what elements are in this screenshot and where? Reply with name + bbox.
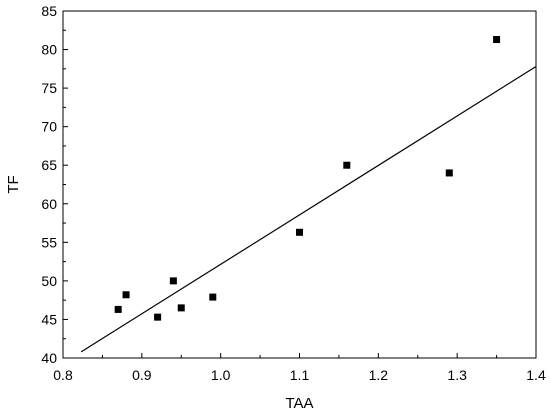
x-tick-label: 1.3 (447, 367, 467, 383)
data-points (114, 36, 501, 321)
y-tick-label: 85 (41, 3, 57, 19)
data-point (169, 277, 177, 285)
x-axis-title: TAA (285, 395, 313, 412)
y-tick-label: 75 (41, 80, 57, 96)
data-point (209, 293, 217, 301)
data-point (154, 313, 162, 321)
data-point (343, 161, 351, 169)
fit-line-group (80, 66, 537, 353)
y-tick-label: 60 (41, 196, 57, 212)
data-point (445, 169, 453, 177)
data-point (493, 36, 501, 44)
x-tick-label: 1.1 (290, 367, 310, 383)
y-tick-label: 45 (41, 311, 57, 327)
x-axis-ticks: 0.8 0.9 1.0 1.1 1.2 1.3 1.4 (53, 353, 546, 383)
y-axis-ticks: 40 45 50 55 60 65 70 75 80 85 (41, 3, 68, 366)
data-point (114, 305, 122, 313)
y-tick-label: 65 (41, 157, 57, 173)
y-tick-label: 40 (41, 350, 57, 366)
plot-frame (62, 10, 537, 359)
x-tick-label: 1.4 (526, 367, 546, 383)
x-tick-label: 1.0 (211, 367, 231, 383)
x-tick-label: 0.8 (53, 367, 73, 383)
y-tick-label: 50 (41, 273, 57, 289)
regression-line (80, 66, 537, 353)
y-tick-label: 55 (41, 234, 57, 250)
y-tick-label: 80 (41, 42, 57, 58)
x-tick-label: 1.2 (369, 367, 389, 383)
data-point (177, 304, 185, 312)
y-tick-label: 70 (41, 119, 57, 135)
x-tick-label: 0.9 (132, 367, 152, 383)
y-axis-title: TF (5, 175, 22, 193)
data-point (122, 291, 130, 299)
data-point (296, 228, 303, 236)
